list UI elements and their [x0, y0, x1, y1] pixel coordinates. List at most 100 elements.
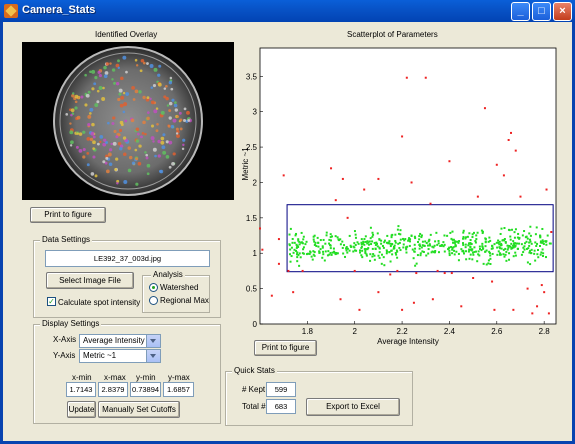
kept-point — [472, 251, 475, 254]
colony-marker — [89, 107, 94, 112]
colony-marker — [104, 141, 109, 145]
filename-field[interactable]: LE392_37_003d.jpg — [45, 250, 210, 267]
colony-marker — [115, 82, 120, 86]
kept-point — [389, 245, 392, 248]
colony-marker — [134, 89, 139, 94]
select-image-button[interactable]: Select Image File — [46, 272, 134, 289]
kept-point — [335, 251, 338, 254]
maximize-button[interactable]: □ — [532, 2, 551, 21]
rejected-point — [341, 177, 344, 180]
kept-point — [525, 247, 528, 250]
yaxis-select-value: Metric ~1 — [83, 351, 117, 360]
kept-point — [364, 235, 367, 238]
kept-point — [391, 253, 394, 256]
scatter-print-button[interactable]: Print to figure — [254, 340, 317, 356]
kept-point — [508, 252, 511, 255]
minimize-button[interactable]: _ — [511, 2, 530, 21]
colony-marker — [69, 130, 74, 135]
kept-point — [369, 259, 372, 262]
colony-marker — [153, 67, 158, 72]
kept-point — [510, 242, 513, 245]
kept-point — [388, 240, 391, 243]
kept-point — [299, 256, 302, 259]
kept-point — [348, 234, 351, 237]
colony-marker — [105, 154, 109, 158]
colony-marker — [87, 123, 91, 127]
colony-marker — [111, 68, 116, 72]
overlay-print-button[interactable]: Print to figure — [30, 207, 106, 223]
kept-point — [369, 253, 372, 256]
yaxis-select[interactable]: Metric ~1 — [79, 349, 161, 363]
export-excel-button[interactable]: Export to Excel — [306, 398, 400, 416]
kept-point — [310, 255, 313, 258]
xmax-field[interactable]: 2.8379 — [98, 382, 128, 397]
colony-marker — [165, 155, 170, 159]
kept-point — [467, 250, 470, 253]
title-bar[interactable]: Camera_Stats _ □ × — [0, 0, 575, 22]
colony-marker — [152, 83, 157, 88]
colony-marker — [71, 94, 75, 98]
kept-point — [378, 256, 381, 259]
colony-marker — [98, 74, 102, 78]
colony-marker — [110, 142, 113, 146]
rejected-point — [277, 238, 280, 241]
colony-marker — [140, 135, 143, 139]
rejected-point — [483, 107, 486, 110]
kept-value: 599 — [266, 382, 296, 397]
colony-marker — [112, 141, 117, 146]
watershed-label: Watershed — [160, 283, 199, 292]
kept-point — [462, 237, 465, 240]
xmin-field[interactable]: 1.7143 — [66, 382, 96, 397]
calc-intensity-checkbox[interactable]: ✓ — [47, 297, 56, 306]
manual-cutoffs-button[interactable]: Manually Set Cutoffs — [98, 401, 180, 418]
update-button[interactable]: Update — [67, 401, 96, 418]
xaxis-select[interactable]: Average Intensity — [79, 334, 161, 348]
colony-marker — [90, 172, 95, 176]
colony-marker — [158, 64, 162, 68]
kept-point — [317, 245, 320, 248]
colony-marker — [111, 78, 114, 81]
colony-marker — [115, 63, 120, 68]
kept-point — [412, 257, 415, 260]
chevron-down-icon[interactable] — [146, 350, 160, 362]
colony-marker — [97, 70, 101, 74]
regional-max-radio[interactable] — [149, 296, 158, 305]
kept-point — [360, 246, 363, 249]
kept-point — [420, 236, 423, 239]
kept-point — [513, 245, 516, 248]
kept-point — [422, 250, 425, 253]
colony-marker — [173, 103, 178, 108]
rejected-point — [358, 308, 361, 311]
kept-point — [433, 251, 436, 254]
ymin-field[interactable]: 0.73894 — [130, 382, 161, 397]
colony-marker — [86, 136, 91, 141]
kept-point — [420, 246, 423, 249]
kept-point — [389, 242, 392, 245]
kept-point — [455, 250, 458, 253]
kept-point — [295, 232, 298, 235]
colony-marker — [144, 151, 147, 154]
kept-point — [458, 240, 461, 243]
kept-point — [481, 245, 484, 248]
colony-marker — [134, 58, 138, 62]
kept-point — [502, 248, 505, 251]
kept-point — [518, 242, 521, 245]
colony-marker — [142, 95, 146, 100]
close-button[interactable]: × — [553, 2, 572, 21]
colony-marker — [183, 107, 187, 111]
kept-point — [339, 238, 342, 241]
data-settings-title: Data Settings — [40, 235, 93, 244]
kept-point — [373, 254, 376, 257]
ymax-field[interactable]: 1.6857 — [163, 382, 194, 397]
kept-point — [541, 227, 544, 230]
chevron-down-icon[interactable] — [146, 335, 160, 347]
chart-title: Scatterplot of Parameters — [347, 30, 438, 39]
scatter-plot[interactable]: 1.8 2 2.2 2.4 2.6 2.8 0 0.5 1 1.5 2 2.5 3 3.5 Metric … — [238, 40, 568, 350]
kept-point — [382, 256, 385, 259]
colony-marker — [170, 87, 174, 91]
kept-point — [398, 241, 401, 244]
watershed-radio[interactable] — [149, 283, 158, 292]
kept-point — [321, 246, 324, 249]
kept-point — [514, 228, 517, 231]
colony-marker — [146, 116, 150, 121]
